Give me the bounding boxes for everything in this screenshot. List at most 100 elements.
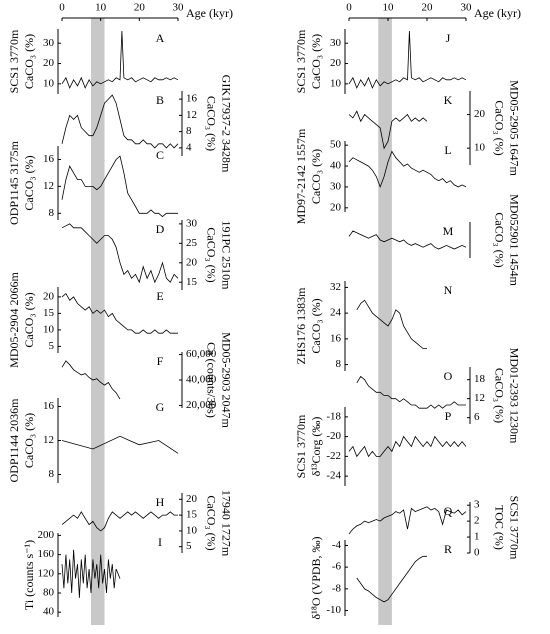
y-tick-label: 10 (43, 77, 55, 89)
x-tick-label: 0 (346, 2, 352, 14)
panel-letter: L (444, 143, 451, 157)
y-tick-label: 15 (186, 276, 198, 288)
y-tick-label: 32 (330, 281, 341, 293)
y-axis-label: CaCO₃ (%) (492, 100, 506, 155)
panel-letter: D (156, 222, 165, 236)
data-line (61, 223, 179, 284)
y-tick-label: 20 (43, 290, 55, 302)
x-tick-label: 20 (134, 2, 146, 14)
data-line (348, 110, 428, 150)
panel-letter: K (444, 93, 453, 107)
panel-letter: N (444, 283, 453, 297)
data-line (61, 435, 179, 454)
shaded-interval (91, 18, 105, 625)
y-tick-label: -24 (326, 470, 341, 482)
y-axis-label: SCS1 3770m (507, 496, 521, 560)
panel-letter: A (156, 31, 165, 45)
y-tick-label: 16 (43, 400, 55, 412)
y-axis-label: CaCO₃ (%) (22, 155, 36, 210)
panel-letter: J (446, 31, 451, 45)
y-axis-label: CaCO₃ (%) (204, 227, 218, 282)
y-tick-label: 15 (186, 509, 198, 521)
x-axis-label: Age (kyr) (474, 6, 521, 20)
y-tick-label: 10 (43, 323, 55, 335)
panel-letter: B (156, 93, 164, 107)
y-tick-label: 16 (43, 153, 55, 165)
x-tick-label: 30 (461, 2, 473, 14)
y-tick-label: 8 (336, 358, 342, 370)
y-axis-label: δ¹⁸O (VPDB, ‰) (309, 536, 323, 619)
x-tick-label: 0 (59, 2, 65, 14)
y-axis-label: CaCO₃ (%) (309, 149, 323, 204)
panel-letter: P (445, 409, 452, 423)
y-tick-label: 160 (38, 548, 55, 560)
panel-letter: R (444, 542, 452, 556)
y-tick-label: 20,000 (186, 399, 217, 411)
y-axis-label: MD97-2142 1557m (294, 128, 308, 224)
y-axis-label: ODP1145 3175m (7, 140, 21, 225)
y-tick-label: 10 (186, 524, 198, 536)
y-tick-label: 6 (474, 411, 480, 423)
y-axis-label: CaCO₃ (%) (204, 96, 218, 151)
y-tick-label: -6 (332, 561, 342, 573)
y-tick-label: 8 (49, 468, 55, 480)
y-tick-label: 50 (330, 139, 342, 151)
data-line (348, 435, 467, 458)
y-tick-label: 8 (49, 207, 55, 219)
x-tick-label: 20 (422, 2, 434, 14)
y-tick-label: 20 (330, 201, 342, 213)
y-tick-label: 30 (186, 217, 198, 229)
y-axis-label: CaCO₃ (%) (309, 34, 323, 89)
y-tick-label: 40 (330, 160, 342, 172)
y-tick-label: 4 (186, 141, 192, 153)
y-axis-label: SCS1 3770m (7, 29, 21, 93)
y-tick-label: -10 (326, 604, 341, 616)
panel-letter: O (444, 369, 453, 383)
x-axis-label: Age (kyr) (186, 6, 233, 20)
data-line (348, 30, 467, 89)
data-line (356, 299, 427, 349)
y-tick-label: 120 (38, 567, 55, 579)
data-line (61, 511, 178, 532)
y-tick-label: 30 (43, 37, 55, 49)
data-line (61, 30, 179, 89)
y-axis-label: MD05-2903 2047m (219, 332, 233, 428)
x-tick-label: 10 (95, 2, 107, 14)
panel-letter: H (156, 495, 165, 509)
data-line (348, 230, 467, 250)
y-tick-label: 200 (38, 529, 55, 541)
y-tick-label: 8 (186, 125, 192, 137)
y-tick-label: 16 (186, 93, 198, 105)
y-tick-label: 5 (186, 540, 192, 552)
y-tick-label: -20 (326, 430, 341, 442)
y-tick-label: 10 (330, 77, 342, 89)
y-axis-label: CaCO₃ (%) (22, 34, 36, 89)
y-tick-label: 60,000 (186, 348, 217, 360)
y-tick-label: 12 (474, 392, 485, 404)
y-tick-label: 12 (186, 109, 197, 121)
data-line (356, 555, 427, 603)
y-tick-label: 40 (43, 606, 55, 618)
panel-letter: I (158, 535, 162, 549)
x-tick-label: 30 (173, 2, 185, 14)
y-axis-label: MD01-2393 1230m (507, 348, 521, 444)
shaded-interval (378, 18, 392, 625)
y-tick-label: 20 (186, 256, 198, 268)
y-tick-label: 5 (49, 340, 55, 352)
y-tick-label: 30 (330, 180, 342, 192)
y-tick-label: 18 (474, 373, 486, 385)
y-tick-label: 1 (474, 531, 480, 543)
y-axis-label: CaCO₃ (%) (309, 298, 323, 353)
y-tick-label: 24 (330, 307, 342, 319)
data-line (61, 360, 121, 400)
y-tick-label: -18 (326, 410, 341, 422)
y-axis-label: GIK17937-2 3428m (219, 75, 233, 173)
y-tick-label: 0 (474, 547, 480, 559)
y-tick-label: 2 (474, 515, 480, 527)
y-tick-label: 12 (43, 180, 54, 192)
y-axis-label: CaCO₃ (%) (204, 495, 218, 550)
panel-letter: F (157, 354, 164, 368)
y-tick-label: 20 (186, 493, 198, 505)
y-axis-label: MD05-2905 1647m (507, 80, 521, 176)
y-axis-label: δ¹³Corg (‰) (309, 417, 323, 477)
